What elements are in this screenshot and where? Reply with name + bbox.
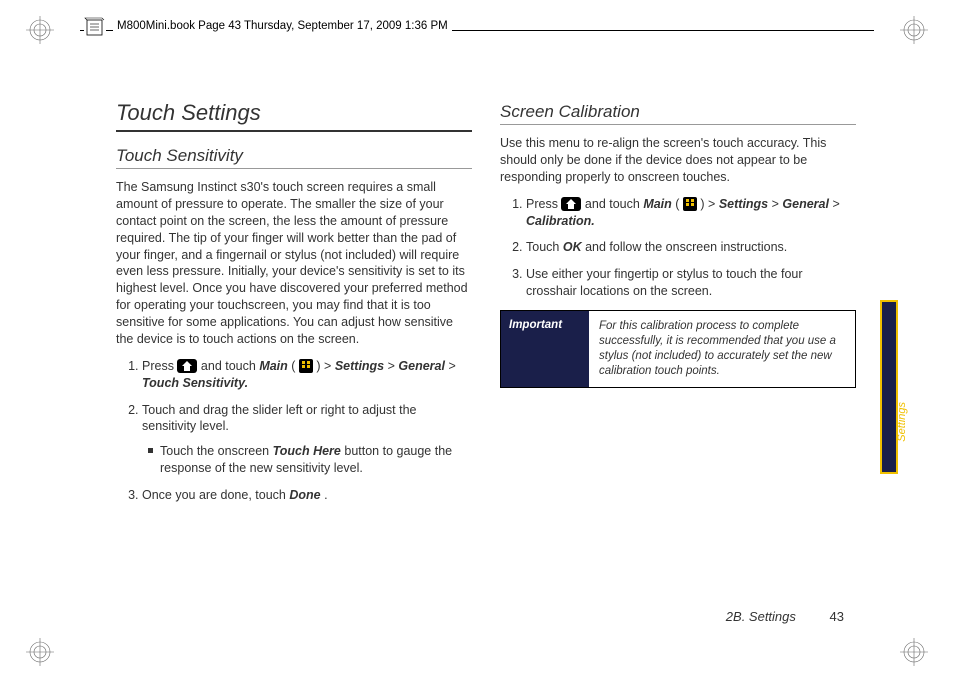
crop-mark-icon: [900, 638, 928, 666]
subheading-rule: [116, 168, 472, 169]
left-column: Touch Settings Touch Sensitivity The Sam…: [116, 100, 472, 514]
screen-calibration-intro: Use this menu to re-align the screen's t…: [500, 135, 856, 186]
section-tab-label: Settings: [896, 402, 908, 442]
main-menu-icon: [683, 197, 697, 211]
step-2: Touch and drag the slider left or right …: [142, 402, 472, 478]
crop-mark-icon: [26, 16, 54, 44]
step-1: Press and touch Main ( ) > Settings > Ge…: [526, 196, 856, 230]
page-content: Touch Settings Touch Sensitivity The Sam…: [116, 100, 856, 514]
page-footer: 2B. Settings 43: [726, 609, 844, 624]
heading-touch-settings: Touch Settings: [116, 100, 472, 126]
heading-touch-sensitivity: Touch Sensitivity: [116, 146, 472, 166]
main-menu-icon: [299, 359, 313, 373]
crop-mark-icon: [26, 638, 54, 666]
important-callout: Important For this calibration process t…: [500, 310, 856, 388]
step-1: Press and touch Main ( ) > Settings > Ge…: [142, 358, 472, 392]
crop-mark-icon: [900, 16, 928, 44]
footer-section: 2B. Settings: [726, 609, 796, 624]
step-2: Touch OK and follow the onscreen instruc…: [526, 239, 856, 256]
step-3: Once you are done, touch Done .: [142, 487, 472, 504]
touch-sensitivity-intro: The Samsung Instinct s30's touch screen …: [116, 179, 472, 348]
touch-sensitivity-steps: Press and touch Main ( ) > Settings > Ge…: [116, 358, 472, 504]
section-tab: [880, 300, 898, 474]
home-icon: [561, 197, 581, 211]
draft-book-icon: [84, 16, 106, 38]
subheading-rule: [500, 124, 856, 125]
heading-rule: [116, 130, 472, 132]
important-text: For this calibration process to complete…: [589, 311, 855, 387]
footer-page-number: 43: [830, 609, 844, 624]
screen-calibration-steps: Press and touch Main ( ) > Settings > Ge…: [500, 196, 856, 300]
important-label: Important: [501, 311, 589, 387]
right-column: Screen Calibration Use this menu to re-a…: [500, 100, 856, 514]
step-2-sub: Touch the onscreen Touch Here button to …: [148, 443, 472, 477]
step-3: Use either your fingertip or stylus to t…: [526, 266, 856, 300]
header-text: M800Mini.book Page 43 Thursday, Septembe…: [113, 20, 452, 32]
heading-screen-calibration: Screen Calibration: [500, 102, 856, 122]
home-icon: [177, 359, 197, 373]
